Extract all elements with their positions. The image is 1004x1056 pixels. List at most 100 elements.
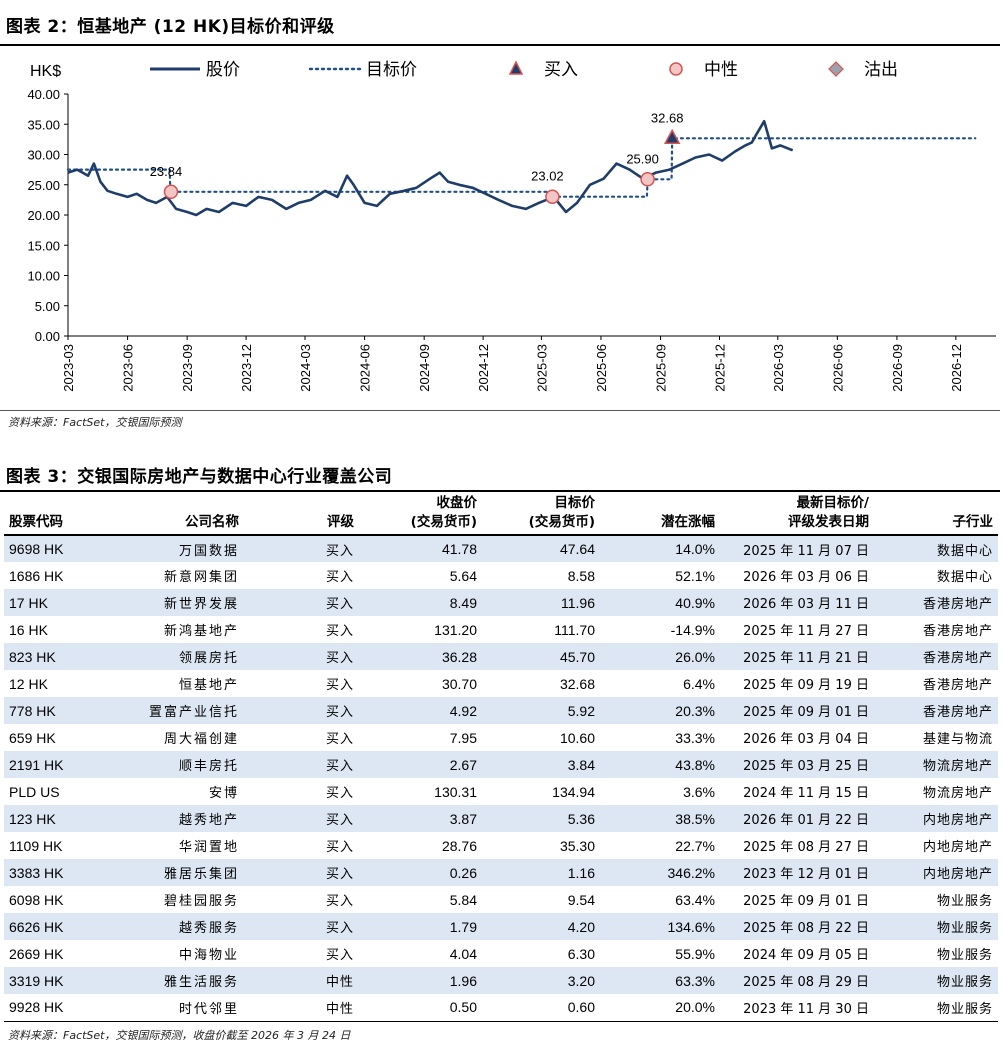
y-tick-label: 25.00 [27, 178, 60, 193]
cell-target: 4.20 [567, 918, 595, 935]
table-row: 778 HK 置富产业信托 买入 4.92 5.92 20.3% 2025 年 09 月 0… [4, 697, 998, 724]
cell-code: 2669 HK [9, 945, 64, 962]
table-row: 16 HK 新鸿基地产 买入 131.20 111.70 -14.9% 2025 年 11 … [4, 616, 998, 643]
x-tick-label: 2023-03 [61, 344, 76, 392]
cell-rating: 买入 [325, 759, 354, 774]
cell-sector: 内地房地产 [922, 813, 993, 828]
cell-rating: 买入 [325, 786, 354, 801]
cell-rating: 买入 [325, 840, 354, 855]
x-tick-label: 2025-12 [712, 344, 727, 392]
cell-rating: 买入 [325, 813, 354, 828]
cell-date: 2025 年 08 月 29 日 [743, 975, 869, 990]
cell-date: 2024 年 11 月 15 日 [743, 786, 869, 801]
cell-name: 顺丰房托 [178, 759, 239, 774]
x-tick-label: 2026-09 [890, 344, 905, 392]
cell-sector: 物业服务 [936, 894, 993, 909]
cell-date: 2025 年 11 月 27 日 [743, 624, 869, 639]
table-row: 9698 HK 万国数据 买入 41.78 47.64 14.0% 2025 年 11 月 … [4, 535, 998, 562]
cell-date: 2026 年 03 月 11 日 [743, 597, 869, 612]
cell-sector: 内地房地产 [922, 840, 993, 855]
table-row: 3319 HK 雅生活服务 中性 1.96 3.20 63.3% 2025 年 08 月 2… [4, 967, 998, 994]
cell-date: 2023 年 12 月 01 日 [743, 867, 869, 882]
cell-target: 9.54 [567, 891, 595, 908]
table-row: 9928 HK 时代邻里 中性 0.50 0.60 20.0% 2023 年 11 月 30… [4, 994, 998, 1021]
table-row: 1686 HK 新意网集团 买入 5.64 8.58 52.1% 2026 年 03 月 0… [4, 562, 998, 589]
coverage-table: 股票代码 公司名称 评级 收盘价 (交易货币) 目标价 (交易货币) 潜在涨幅 最新… [4, 492, 998, 1022]
cell-code: 659 HK [9, 729, 56, 746]
neutral-marker [545, 189, 560, 204]
legend-item: 股价 [150, 60, 240, 80]
table-row: 3383 HK 雅居乐集团 买入 0.26 1.16 346.2% 2023 年 12 月 … [4, 859, 998, 886]
cell-code: 2191 HK [9, 756, 64, 773]
header-close: 收盘价 (交易货币) [359, 492, 482, 535]
target-price-line [66, 137, 977, 198]
cell-close: 7.95 [449, 729, 477, 746]
table-row: PLD US 安博 买入 130.31 134.94 3.6% 2024 年 11 月 15… [4, 778, 998, 805]
x-tick-label: 2024-12 [476, 344, 491, 392]
legend-circle-icon [669, 62, 683, 76]
cell-target: 6.30 [567, 945, 595, 962]
table-row: 17 HK 新世界发展 买入 8.49 11.96 40.9% 2026 年 03 月 11… [4, 589, 998, 616]
cell-upside: 346.2% [667, 864, 715, 881]
cell-upside: 40.9% [675, 594, 715, 611]
cell-target: 1.16 [567, 864, 595, 881]
cell-close: 0.50 [449, 999, 477, 1016]
cell-close: 131.20 [434, 621, 477, 638]
figure2-title: 图表 2：恒基地产 (12 HK)目标价和评级 [6, 17, 335, 37]
x-tick-label: 2023-06 [121, 344, 136, 392]
cell-target: 32.68 [559, 675, 595, 692]
header-date-line2: 评级发表日期 [788, 514, 869, 530]
cell-rating: 买入 [325, 651, 354, 666]
cell-sector: 数据中心 [936, 543, 993, 559]
cell-upside: 52.1% [675, 567, 715, 584]
table-row: 123 HK 越秀地产 买入 3.87 5.36 38.5% 2026 年 01 月 22 … [4, 805, 998, 832]
cell-code: 9698 HK [9, 541, 64, 557]
cell-code: 1109 HK [9, 837, 63, 854]
cell-code: 823 HK [9, 648, 56, 665]
cell-code: 6098 HK [9, 891, 64, 908]
cell-sector: 物流房地产 [922, 759, 993, 774]
cell-upside: 22.7% [675, 837, 715, 854]
table-row: 823 HK 领展房托 买入 36.28 45.70 26.0% 2025 年 11 月 2… [4, 643, 998, 670]
y-tick-label: 35.00 [27, 117, 60, 132]
cell-sector: 香港房地产 [922, 705, 993, 720]
y-tick-label: 10.00 [27, 269, 60, 284]
cell-rating: 买入 [325, 894, 354, 909]
cell-close: 8.49 [449, 594, 477, 611]
cell-target: 45.70 [559, 648, 595, 665]
cell-rating: 买入 [325, 732, 354, 747]
x-tick-label: 2024-03 [298, 344, 313, 392]
x-tick-label: 2026-06 [830, 344, 845, 392]
cell-upside: 3.6% [683, 783, 715, 800]
header-sector: 子行业 [952, 514, 994, 530]
cell-sector: 物业服务 [936, 948, 993, 963]
figure3-title: 图表 3：交银国际房地产与数据中心行业覆盖公司 [6, 467, 393, 487]
header-target: 目标价 (交易货币) [482, 492, 600, 535]
legend-label: 买入 [544, 60, 578, 80]
cell-target: 3.20 [567, 972, 595, 989]
cell-close: 130.31 [434, 783, 477, 800]
cell-upside: 20.3% [675, 702, 715, 719]
cell-rating: 买入 [325, 678, 354, 693]
cell-upside: 38.5% [675, 810, 715, 827]
x-tick-label: 2026-12 [949, 344, 964, 392]
cell-rating: 买入 [325, 570, 354, 585]
cell-rating: 买入 [325, 624, 354, 639]
x-tick-label: 2025-06 [594, 344, 609, 392]
legend-item: 沽出 [828, 60, 898, 80]
table-body: 9698 HK 万国数据 买入 41.78 47.64 14.0% 2025 年 11 月 … [4, 535, 998, 1021]
cell-name: 中海物业 [178, 948, 239, 963]
x-tick-label: 2026-03 [771, 344, 786, 392]
y-tick-label: 30.00 [27, 148, 60, 163]
cell-date: 2025 年 09 月 01 日 [743, 894, 869, 909]
cell-code: 6626 HK [9, 918, 64, 935]
cell-close: 2.67 [449, 756, 477, 773]
header-close-line2: (交易货币) [410, 514, 477, 530]
cell-name: 周大福创建 [163, 732, 239, 747]
legend-label: 沽出 [864, 60, 898, 80]
cell-sector: 香港房地产 [922, 597, 993, 612]
cell-date: 2024 年 09 月 05 日 [743, 948, 869, 963]
cell-upside: 26.0% [675, 648, 715, 665]
cell-date: 2023 年 11 月 30 日 [743, 1001, 869, 1017]
figure2-source-rule [0, 410, 1000, 411]
